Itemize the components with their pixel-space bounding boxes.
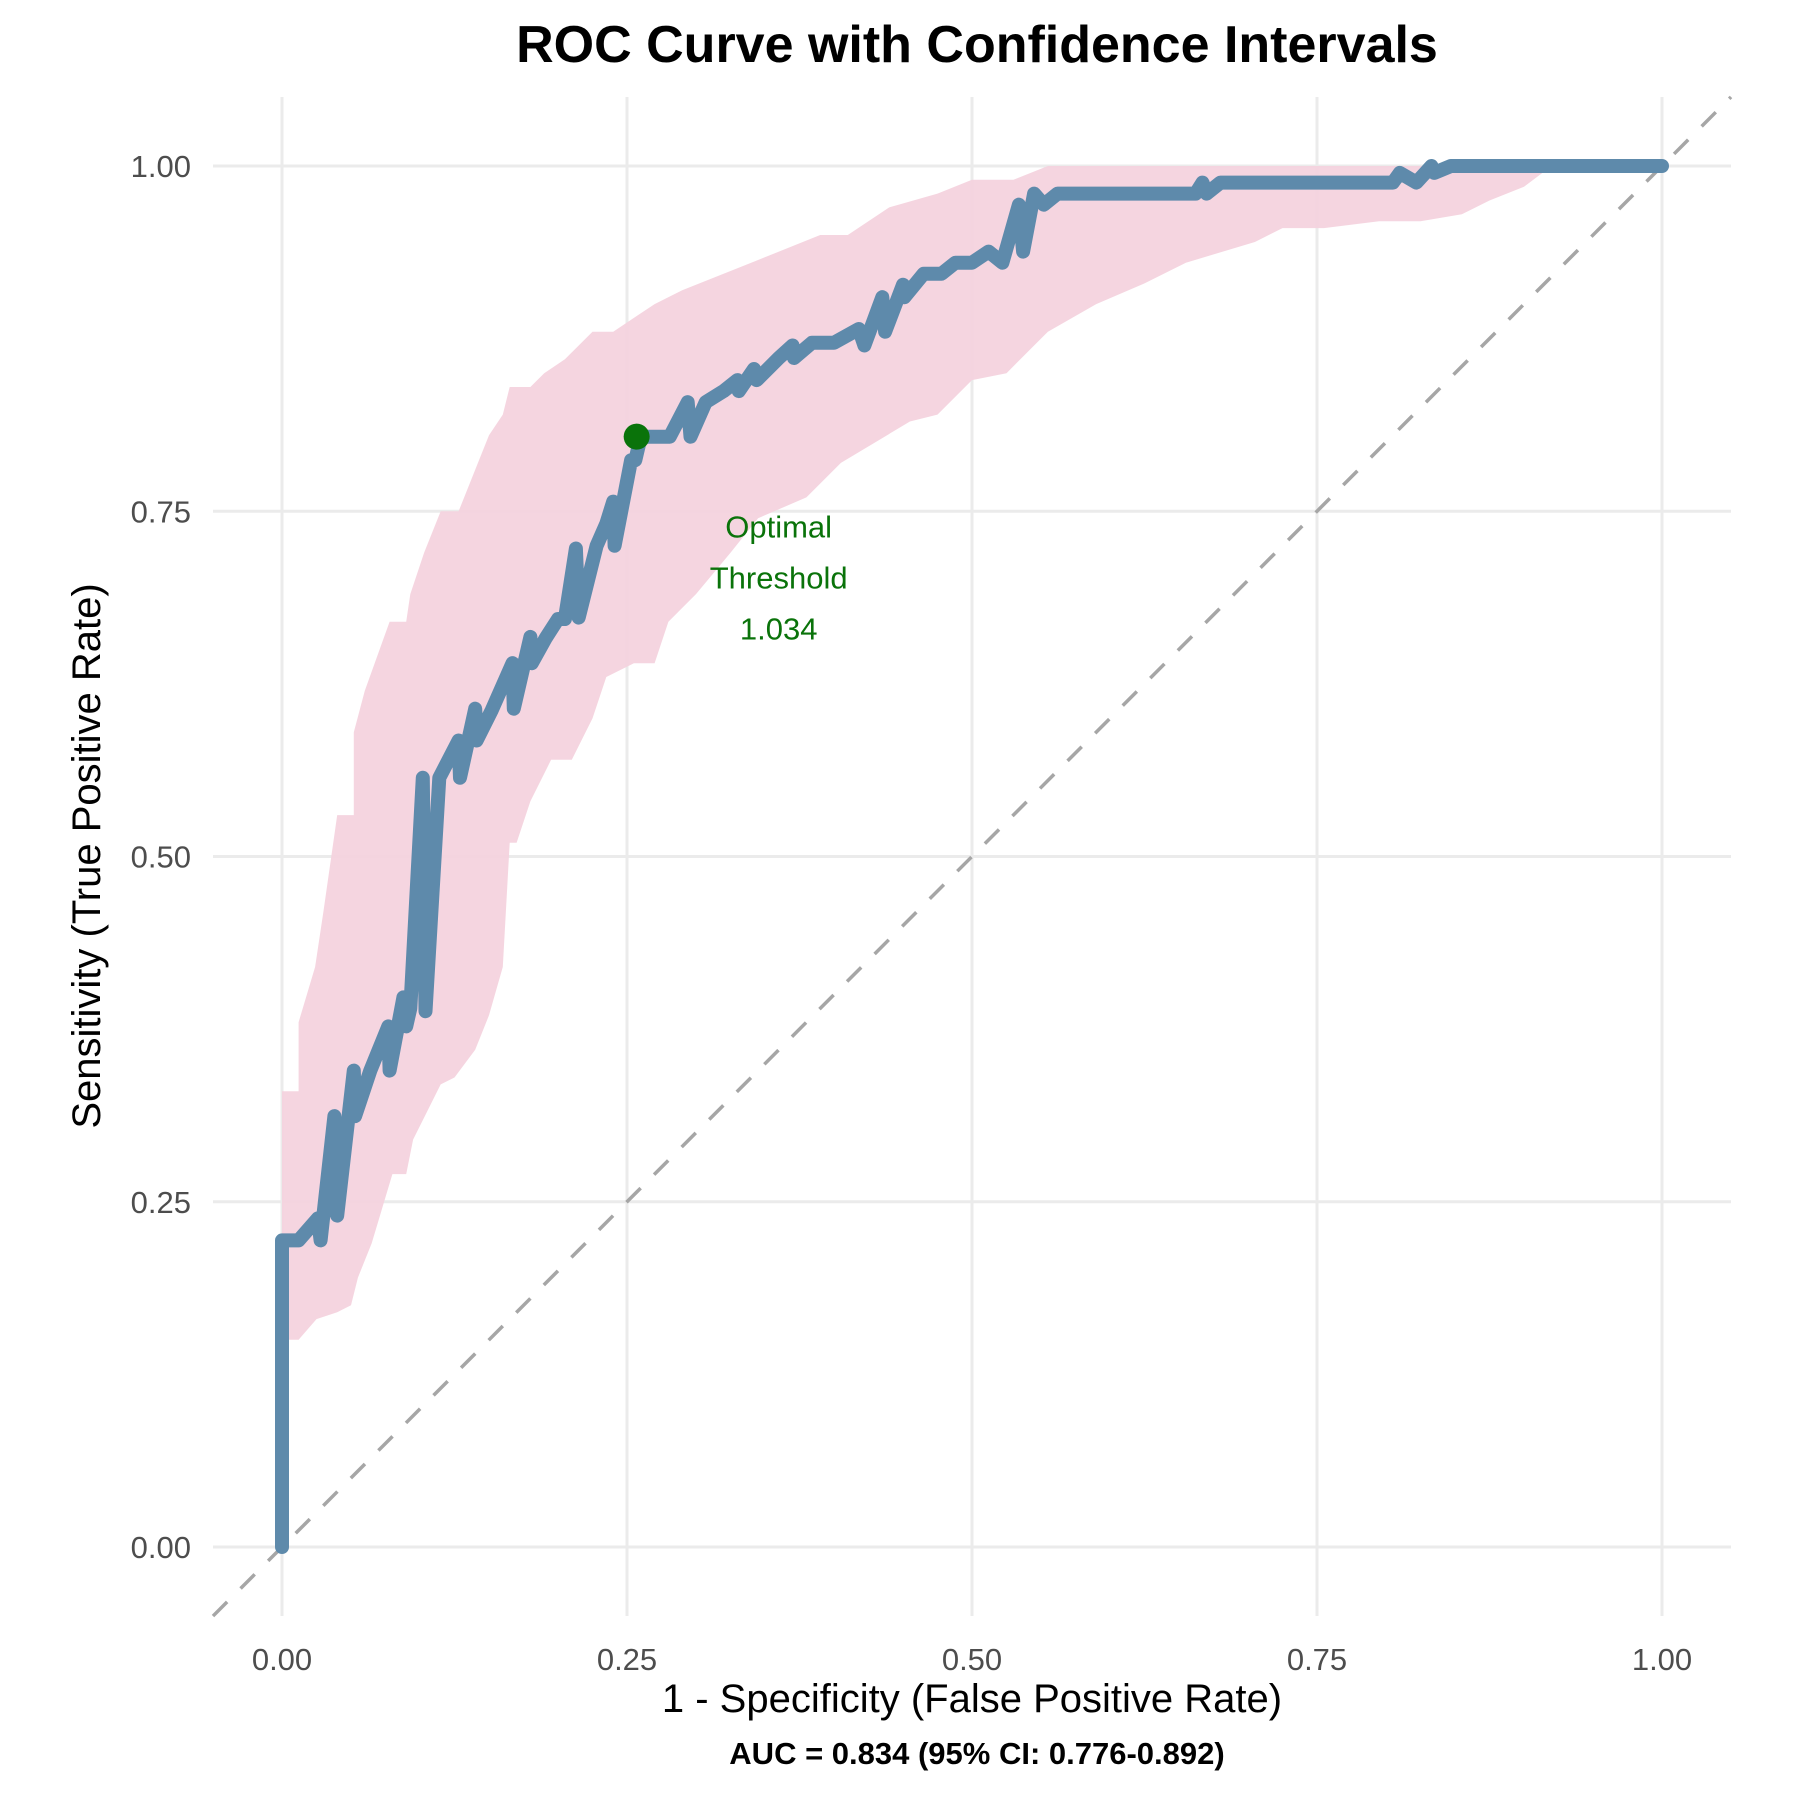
- x-tick-label: 1.00: [1632, 1642, 1692, 1677]
- optimal-threshold-label-line: Threshold: [710, 561, 848, 596]
- roc-line-layer: [275, 159, 1669, 1554]
- y-tick-label: 0.75: [131, 494, 191, 529]
- y-tick-label: 1.00: [131, 149, 191, 184]
- optimal-threshold-label-line: Optimal: [725, 510, 832, 545]
- chance-diagonal-line: [211, 95, 1733, 1618]
- optimal-threshold-label-line: 1.034: [740, 612, 818, 647]
- y-tick-label: 0.50: [131, 840, 191, 875]
- x-tick-label: 0.75: [1287, 1642, 1347, 1677]
- x-tick-labels: 0.00 0.25 0.50 0.75 1.00: [252, 1642, 1692, 1677]
- optimal-threshold-point: [623, 423, 650, 450]
- x-tick-label: 0.25: [597, 1642, 657, 1677]
- reference-line-layer: [211, 95, 1733, 1618]
- chart-title: ROC Curve with Confidence Intervals: [516, 16, 1438, 74]
- auc-caption: AUC = 0.834 (95% CI: 0.776-0.892): [729, 1736, 1224, 1771]
- optimal-point-layer: Optimal Threshold 1.034: [623, 423, 848, 647]
- x-tick-label: 0.50: [942, 1642, 1002, 1677]
- y-tick-labels: 0.00 0.25 0.50 0.75 1.00: [131, 149, 191, 1565]
- x-tick-label: 0.00: [252, 1642, 312, 1677]
- roc-curve-line: [275, 159, 1669, 1554]
- y-axis-label: Sensitivity (True Positive Rate): [65, 583, 109, 1128]
- y-tick-label: 0.00: [131, 1530, 191, 1565]
- y-tick-label: 0.25: [131, 1185, 191, 1220]
- x-axis-label: 1 - Specificity (False Positive Rate): [662, 1677, 1282, 1721]
